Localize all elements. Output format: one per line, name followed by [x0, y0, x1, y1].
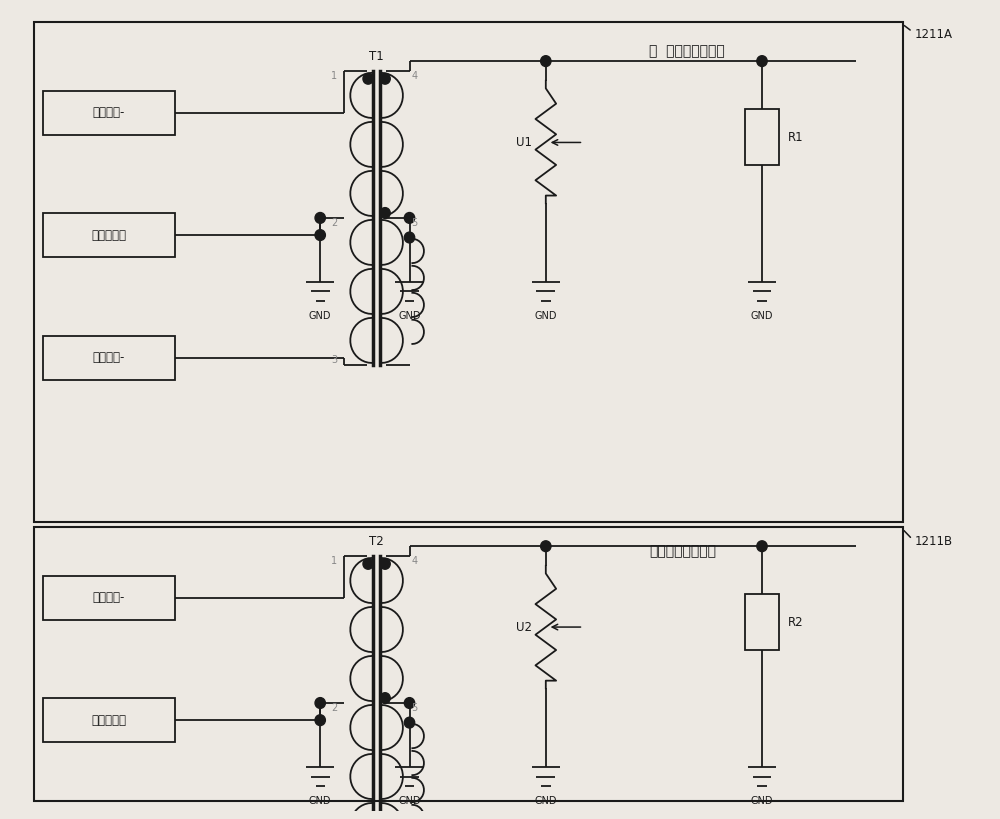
Bar — [34, 22, 903, 522]
Circle shape — [315, 698, 325, 708]
Text: U2: U2 — [516, 621, 532, 634]
Text: GND: GND — [309, 796, 331, 806]
Text: 平衡信号-: 平衡信号- — [93, 351, 125, 364]
Text: U1: U1 — [516, 136, 532, 149]
Text: 1: 1 — [331, 70, 337, 81]
Text: GND: GND — [751, 796, 773, 806]
Text: GND: GND — [751, 311, 773, 321]
Text: GND: GND — [535, 796, 557, 806]
Circle shape — [380, 559, 390, 569]
Bar — [43, 576, 175, 620]
Bar — [745, 594, 779, 650]
Text: 2: 2 — [331, 218, 337, 228]
Circle shape — [363, 559, 373, 569]
Circle shape — [757, 56, 767, 66]
Text: 2: 2 — [331, 703, 337, 713]
Text: GND: GND — [309, 311, 331, 321]
Text: R1: R1 — [788, 130, 804, 143]
Text: 5: 5 — [411, 218, 417, 228]
Text: 1: 1 — [331, 556, 337, 566]
Text: GND: GND — [398, 796, 421, 806]
Bar — [43, 91, 175, 134]
Bar — [43, 698, 175, 742]
Text: 第  一左声道隔离部: 第 一左声道隔离部 — [649, 44, 725, 58]
Circle shape — [380, 74, 390, 84]
Text: 1211A: 1211A — [914, 28, 952, 41]
Circle shape — [541, 541, 551, 552]
Text: 4: 4 — [411, 556, 417, 566]
Circle shape — [404, 232, 415, 243]
Circle shape — [380, 693, 390, 704]
Text: 第一右声道隔离部: 第一右声道隔离部 — [649, 544, 716, 558]
Circle shape — [315, 715, 325, 726]
Circle shape — [315, 212, 325, 224]
Circle shape — [380, 208, 390, 219]
Bar — [745, 109, 779, 165]
Circle shape — [404, 698, 415, 708]
Circle shape — [315, 229, 325, 241]
Text: GND: GND — [535, 311, 557, 321]
Text: T1: T1 — [369, 50, 384, 63]
Text: GND: GND — [398, 311, 421, 321]
Text: 4: 4 — [411, 70, 417, 81]
Bar — [34, 527, 903, 801]
Text: R2: R2 — [788, 616, 804, 629]
Text: 平衡地信号: 平衡地信号 — [91, 713, 126, 726]
Text: 5: 5 — [411, 703, 417, 713]
Text: 平衡信号-: 平衡信号- — [93, 591, 125, 604]
Bar — [43, 213, 175, 257]
Bar — [43, 336, 175, 380]
Circle shape — [404, 717, 415, 728]
Text: 平衡信号-: 平衡信号- — [93, 106, 125, 119]
Circle shape — [541, 56, 551, 66]
Circle shape — [404, 212, 415, 224]
Text: T2: T2 — [369, 535, 384, 548]
Circle shape — [757, 541, 767, 552]
Text: 平衡地信号: 平衡地信号 — [91, 229, 126, 242]
Text: 1211B: 1211B — [914, 535, 952, 548]
Circle shape — [363, 74, 373, 84]
Text: 3: 3 — [331, 355, 337, 365]
